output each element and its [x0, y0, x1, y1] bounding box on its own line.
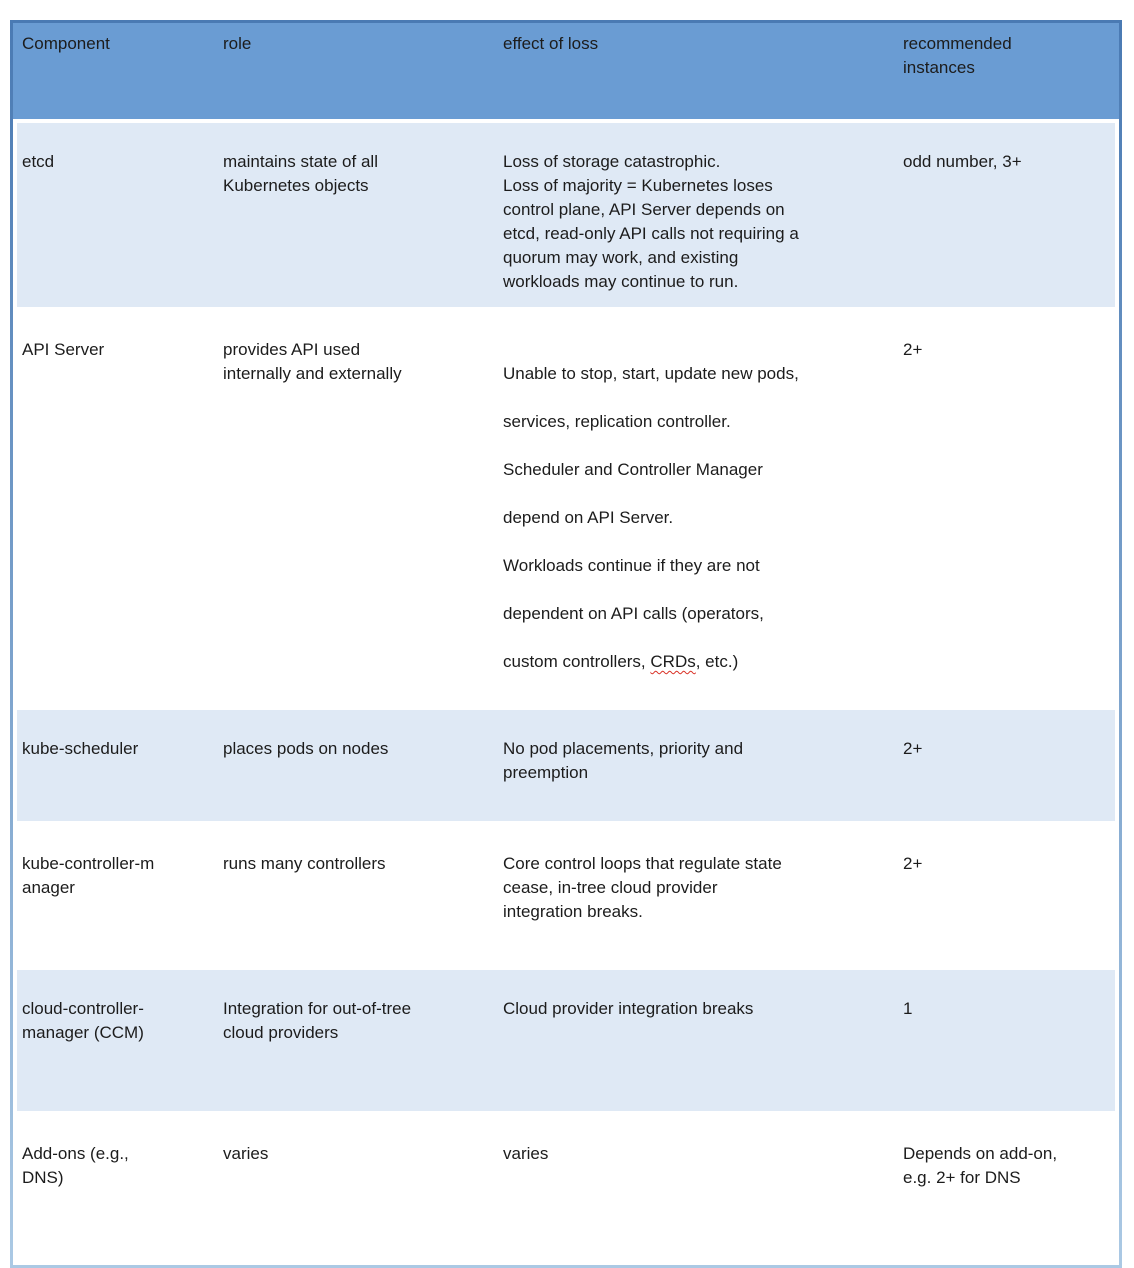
effect-cell: Core control loops that regulate state c… — [503, 854, 782, 921]
header-cell-role: role — [223, 34, 252, 53]
header-cell-recommended-instances: recommended instances — [903, 34, 1012, 77]
instances-cell: Depends on add-on, e.g. 2+ for DNS — [903, 1144, 1058, 1187]
effect-line-with-squiggle: custom controllers, CRDs, etc.) — [503, 650, 888, 674]
component-cell: Add-ons (e.g., DNS) — [22, 1144, 129, 1187]
role-cell: varies — [223, 1144, 269, 1163]
instances-cell: 1 — [903, 999, 913, 1018]
role-cell: Integration for out-of-tree cloud provid… — [223, 999, 412, 1042]
effect-cell: Cloud provider integration breaks — [503, 999, 754, 1018]
instances-cell: odd number, 3+ — [903, 152, 1022, 171]
component-cell: cloud-controller- manager (CCM) — [22, 999, 144, 1042]
effect-line: Scheduler and Controller Manager — [503, 460, 763, 479]
effect-cell: varies — [503, 1144, 549, 1163]
component-cell: kube-controller-m anager — [22, 854, 155, 897]
table-row-kube-controller-manager: kube-controller-m anager runs many contr… — [17, 825, 1115, 966]
effect-line: dependent on API calls (operators, — [503, 604, 764, 623]
table-row-cloud-controller-manager: cloud-controller- manager (CCM) Integrat… — [17, 970, 1115, 1111]
instances-cell: 2+ — [903, 854, 923, 873]
effect-cell: Loss of storage catastrophic. Loss of ma… — [503, 152, 799, 291]
effect-cell: No pod placements, priority and preempti… — [503, 739, 744, 782]
component-cell: kube-scheduler — [22, 739, 139, 758]
spellcheck-squiggle-word: CRDs — [650, 652, 696, 671]
table-row-add-ons: Add-ons (e.g., DNS) varies varies Depend… — [17, 1115, 1115, 1261]
effect-cell: Unable to stop, start, update new pods, … — [498, 311, 898, 706]
effect-line: services, replication controller. — [503, 412, 731, 431]
header-cell-effect-of-loss: effect of loss — [503, 34, 599, 53]
component-cell: etcd — [22, 152, 55, 171]
effect-line: Workloads continue if they are not — [503, 556, 760, 575]
component-cell: API Server — [22, 340, 105, 359]
table-row-kube-scheduler: kube-scheduler places pods on nodes No p… — [17, 710, 1115, 821]
header-cell-component: Component — [22, 34, 110, 53]
table-row-etcd: etcd maintains state of all Kubernetes o… — [17, 123, 1115, 307]
table-header-row: Component role effect of loss recommende… — [13, 23, 1119, 119]
effect-line: Unable to stop, start, update new pods, — [503, 364, 799, 383]
effect-text-post: , etc.) — [695, 652, 739, 671]
components-table: Component role effect of loss recommende… — [10, 20, 1122, 1268]
role-cell: runs many controllers — [223, 854, 386, 873]
role-cell: provides API used internally and externa… — [223, 340, 402, 383]
effect-text-pre: custom controllers, — [503, 652, 651, 671]
table-row-api-server: API Server provides API used internally … — [17, 311, 1115, 706]
role-cell: places pods on nodes — [223, 739, 389, 758]
role-cell: maintains state of all Kubernetes object… — [223, 152, 378, 195]
instances-cell: 2+ — [903, 340, 923, 359]
effect-line: depend on API Server. — [503, 508, 674, 527]
instances-cell: 2+ — [903, 739, 923, 758]
